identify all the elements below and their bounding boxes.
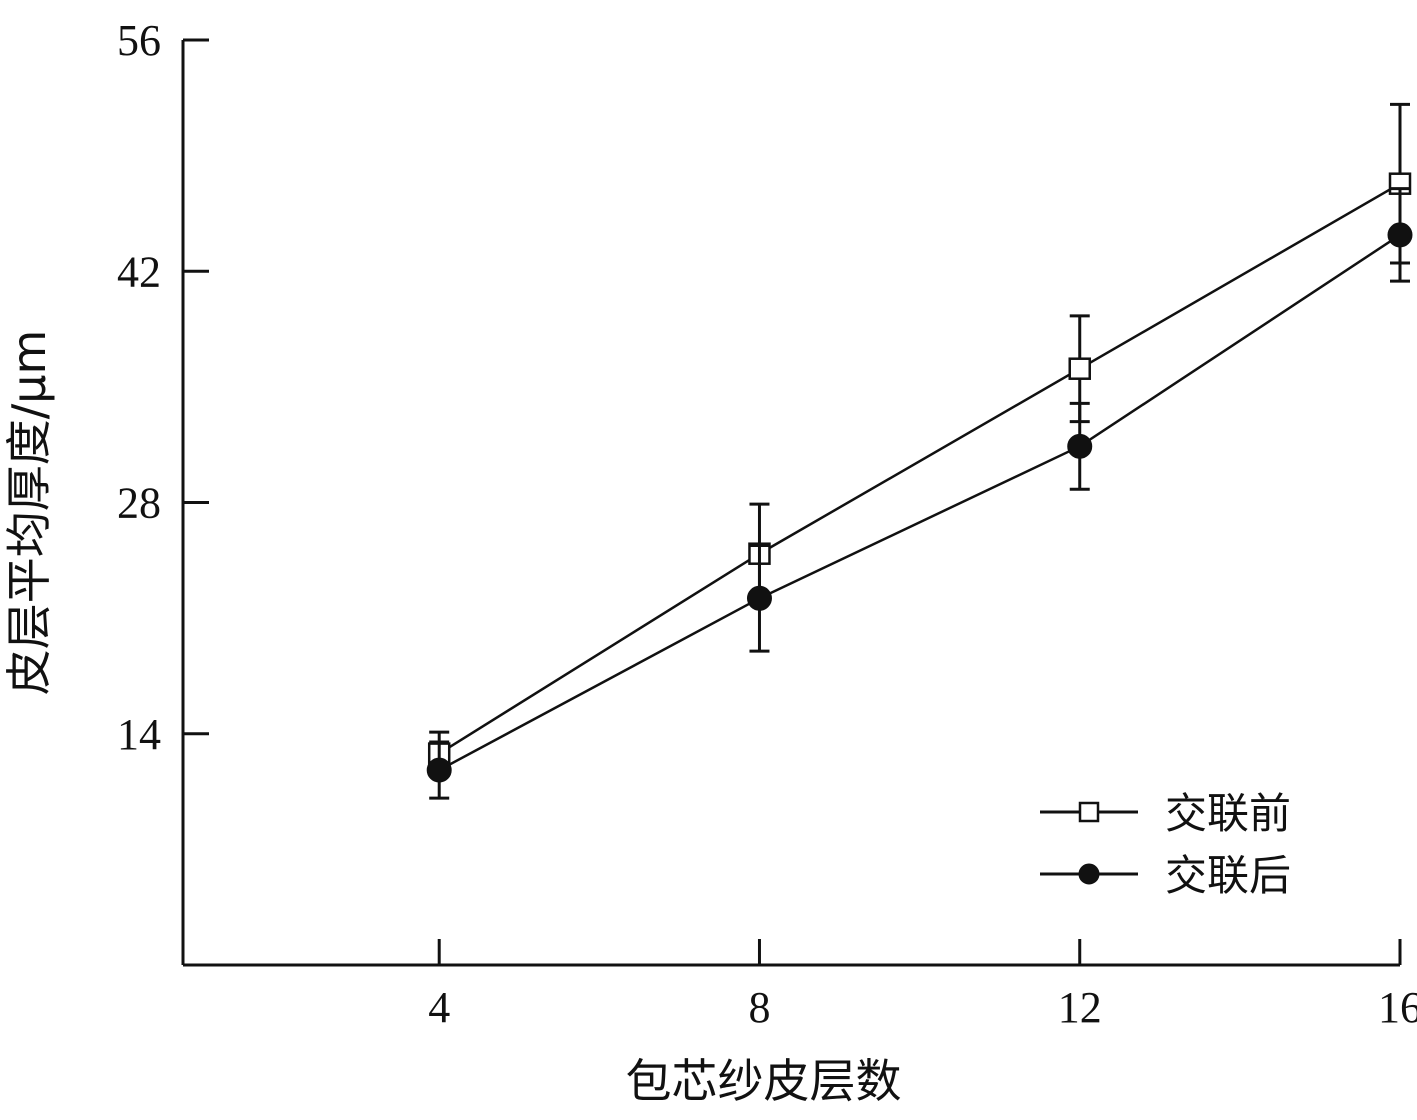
y-tick-label: 14 <box>117 710 161 759</box>
data-point <box>426 757 452 783</box>
data-point <box>1387 222 1413 248</box>
series-1 <box>427 102 1412 777</box>
data-point <box>746 585 772 611</box>
legend-marker <box>1078 863 1100 885</box>
x-axis-title: 包芯纱皮层数 <box>626 1054 902 1108</box>
y-tick-label: 56 <box>117 16 161 65</box>
series-line <box>438 233 1401 772</box>
legend-marker <box>1078 801 1100 823</box>
x-tick-label: 8 <box>748 983 770 1032</box>
data-point <box>1067 433 1093 459</box>
y-tick-label: 28 <box>117 479 161 528</box>
legend-item: 交联后 <box>1040 851 1291 900</box>
x-tick-label: 4 <box>428 983 450 1032</box>
y-tick-label: 42 <box>117 247 161 296</box>
data-point <box>1068 357 1091 380</box>
legend-item: 交联前 <box>1040 789 1291 838</box>
legend-label: 交联后 <box>1165 851 1291 900</box>
series-layer <box>426 102 1413 800</box>
x-tick-label: 16 <box>1378 983 1417 1032</box>
series-2 <box>426 187 1413 800</box>
axes: 14 28 42 56 4 8 12 16 <box>117 16 1417 1032</box>
x-tick-label: 12 <box>1058 983 1102 1032</box>
y-axis-title: 皮层平均厚度/μm <box>2 330 56 696</box>
legend-label: 交联前 <box>1165 789 1291 838</box>
series-line <box>438 182 1401 755</box>
